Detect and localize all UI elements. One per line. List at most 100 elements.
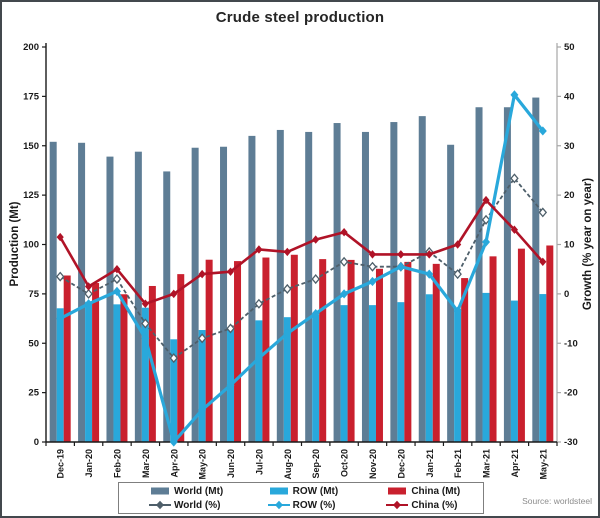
bar-row-mt--Mar-21 [482, 292, 490, 442]
right-tick-label: 10 [564, 240, 575, 251]
bar-row-mt--Jul-20 [255, 320, 263, 442]
bar-row-mt--Apr-20 [170, 339, 178, 442]
bar-china-mt--Oct-20 [347, 259, 355, 442]
bar-china-mt--Feb-20 [120, 294, 128, 442]
marker-Jul-20 [255, 245, 263, 254]
marker-Feb-20 [113, 264, 121, 274]
line-row- [59, 93, 545, 444]
x-label-Apr-21: Apr-21 [510, 449, 520, 478]
marker-Apr-21 [510, 225, 519, 234]
marker-May-21 [538, 126, 547, 136]
marker-Jun-20 [226, 380, 235, 390]
legend-item-row-: ROW (%) [242, 500, 361, 511]
bar-row-mt--Dec-19 [56, 308, 64, 442]
marker-Dec-19 [55, 271, 65, 282]
left-tick-label: 0 [34, 437, 39, 448]
bar-row-mt--Feb-21 [454, 308, 462, 442]
line-swatch-icon [149, 500, 171, 510]
legend-label: World (%) [174, 499, 221, 511]
marker-Mar-21 [482, 195, 490, 205]
bar-world-mt--Dec-19 [49, 141, 57, 443]
line-china- [59, 198, 544, 306]
marker-Nov-20 [368, 276, 377, 287]
left-tick-label: 125 [23, 190, 40, 201]
marker-Apr-20 [169, 437, 178, 447]
left-tick-label: 200 [23, 42, 39, 53]
marker-Aug-20 [283, 328, 292, 338]
marker-Dec-20 [397, 250, 405, 259]
left-tick-label: 175 [23, 91, 40, 102]
marker-May-20 [198, 405, 207, 415]
x-label-Jan-21: Jan-21 [425, 449, 435, 478]
bar-china-mt--Jan-21 [432, 263, 440, 442]
x-label-Mar-20: Mar-20 [141, 449, 151, 478]
x-label-Dec-19: Dec-19 [56, 449, 66, 479]
bar-world-mt--Dec-20 [390, 122, 398, 443]
x-label-Jun-20: Jun-20 [226, 449, 236, 478]
marker-Dec-19 [56, 313, 65, 324]
legend-label: China (%) [411, 499, 458, 511]
marker-Mar-21 [481, 214, 491, 225]
bar-world-mt--Nov-20 [361, 131, 369, 442]
x-label-Mar-21: Mar-21 [482, 449, 492, 478]
marker-Jun-20 [226, 267, 235, 276]
bar-china-mt--Apr-21 [517, 248, 525, 442]
x-label-Jan-20: Jan-20 [84, 449, 94, 478]
bar-row-mt--May-20 [198, 330, 206, 442]
x-label-Aug-20: Aug-20 [283, 449, 293, 480]
bar-world-mt--Jul-20 [248, 135, 256, 443]
x-label-Feb-21: Feb-21 [453, 449, 463, 478]
bar-world-mt--Jun-20 [220, 146, 228, 443]
x-label-Feb-20: Feb-20 [112, 449, 122, 478]
right-tick-label: 30 [564, 141, 575, 152]
marker-Jul-20 [254, 298, 264, 309]
bar-swatch-icon [388, 487, 407, 495]
legend-item-row-mt-: ROW (Mt) [242, 486, 361, 497]
legend-label: ROW (Mt) [292, 485, 339, 497]
bar-china-mt--Apr-20 [177, 274, 185, 443]
marker-Feb-21 [453, 306, 462, 316]
left-tick-label: 75 [28, 289, 39, 300]
marker-Oct-20 [339, 256, 349, 267]
bar-world-mt--Oct-20 [333, 123, 341, 442]
marker-Jun-20 [226, 323, 235, 334]
marker-Feb-20 [112, 286, 121, 297]
right-tick-label: -30 [564, 437, 578, 448]
x-label-Dec-20: Dec-20 [396, 449, 406, 479]
bar-world-mt--Jan-20 [78, 142, 86, 443]
bar-world-mt--May-20 [191, 147, 199, 443]
line-swatch-icon [386, 500, 409, 510]
marker-Jul-20 [254, 353, 263, 363]
bar-row-mt--Mar-20 [141, 307, 149, 442]
x-label-Oct-20: Oct-20 [340, 449, 350, 477]
bar-world-mt--May-21 [532, 97, 540, 442]
x-label-Jul-20: Jul-20 [254, 449, 264, 475]
x-label-Sep-20: Sep-20 [311, 449, 321, 479]
right-tick-label: 20 [564, 190, 575, 201]
legend-label: World (Mt) [174, 485, 224, 497]
bar-swatch-icon [269, 487, 288, 495]
left-tick-label: 100 [23, 240, 39, 251]
marker-May-21 [539, 257, 547, 266]
line-swatch-icon [267, 500, 290, 510]
marker-May-20 [197, 333, 207, 344]
marker-Jan-20 [84, 299, 93, 309]
bar-row-mt--Nov-20 [368, 305, 376, 442]
chart-title: Crude steel production [215, 9, 385, 26]
marker-Jan-21 [425, 269, 434, 279]
left-tick-label: 50 [28, 338, 39, 349]
marker-Nov-20 [368, 261, 377, 272]
x-label-May-20: May-20 [198, 449, 208, 480]
bar-row-mt--Feb-20 [113, 304, 121, 442]
x-label-May-21: May-21 [538, 449, 548, 480]
bar-swatch-icon [151, 487, 169, 495]
right-tick-label: 0 [564, 289, 569, 300]
marker-Apr-21 [510, 90, 519, 100]
source-note: Source: worldsteel [522, 496, 592, 506]
marker-Dec-20 [396, 262, 405, 272]
bar-world-mt--Apr-21 [503, 107, 511, 443]
bar-china-mt--Nov-20 [375, 268, 383, 442]
marker-May-21 [538, 207, 548, 218]
marker-Aug-20 [283, 283, 292, 294]
legend-item-world-: World (%) [123, 500, 242, 511]
